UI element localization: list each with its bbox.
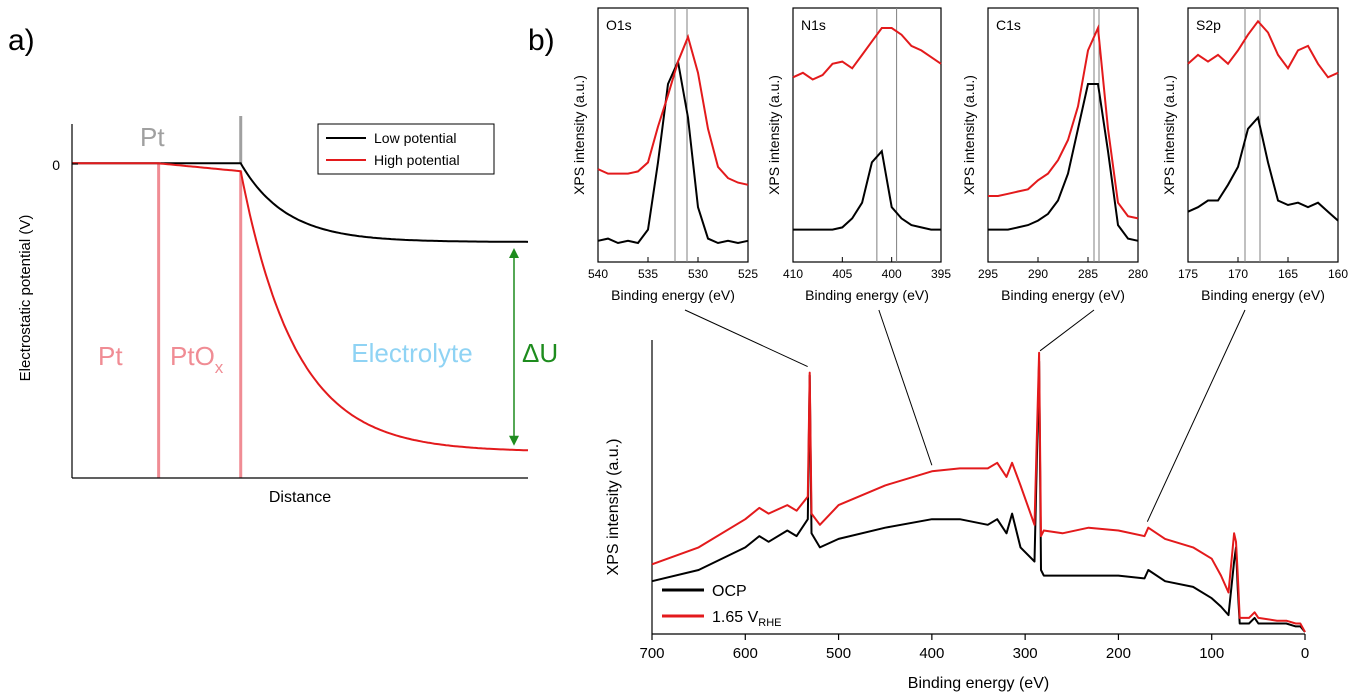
inset-x-axis-label: Binding energy (eV): [1201, 287, 1325, 303]
legend-ocp-label: OCP: [712, 583, 747, 600]
electrolyte-region-label: Electrolyte: [351, 338, 472, 368]
pt-surface-marker: [239, 116, 243, 164]
inset-series-high-potential: [792, 27, 942, 81]
delta-u-arrowhead-top: [509, 248, 519, 258]
survey-x-tick-label: 300: [1013, 645, 1038, 662]
inset-x-tick-label: 400: [882, 267, 902, 281]
survey-series-ocp: [651, 360, 1306, 633]
survey-x-tick-label: 100: [1199, 645, 1224, 662]
inset-y-axis-label: XPS intensity (a.u.): [766, 75, 782, 195]
pt-ptox-boundary: [157, 163, 161, 479]
legend-high-label: High potential: [374, 152, 460, 168]
ptox-region-label: PtOx: [170, 341, 224, 377]
inset-o1s: 540 535 530 525 O1s Binding energy (eV) XPS in…: [571, 7, 758, 303]
survey-x-tick-label: 500: [826, 645, 851, 662]
inset-x-tick-label: 285: [1078, 267, 1098, 281]
panel-a-y-axis-label: Electrostatic potential (V): [17, 215, 34, 382]
inset-series-high-potential: [1187, 19, 1339, 79]
survey-legend: OCP 1.65 VRHE: [662, 583, 782, 629]
legend-low-label: Low potential: [374, 130, 457, 146]
inset-x-axis-label: Binding energy (eV): [1001, 287, 1125, 303]
inset-n1s: 410 405 400 395 N1s Binding energy (eV) XPS in…: [766, 7, 951, 303]
survey-y-axis-label: XPS intensity (a.u.): [605, 439, 622, 576]
panel-a: a) Electrostatic potential (V) Distance …: [8, 24, 558, 506]
connector-line: [684, 309, 808, 368]
inset-c1s: 295 290 285 280 C1s Binding energy (eV) XPS in…: [961, 7, 1148, 303]
inset-x-tick-label: 165: [1278, 267, 1298, 281]
delta-u-arrow: [509, 248, 519, 446]
panel-b: b) 540 535 530 525 O1s Binding energy (eV) XPS…: [528, 7, 1348, 692]
inset-x-tick-label: 170: [1228, 267, 1248, 281]
inset-x-tick-label: 535: [638, 267, 658, 281]
inset-y-axis-label: XPS intensity (a.u.): [1161, 75, 1177, 195]
inset-x-tick-label: 530: [688, 267, 708, 281]
delta-u-arrowhead-bottom: [509, 435, 519, 446]
panel-a-legend: Low potential High potential: [317, 123, 495, 175]
connector-line: [1039, 309, 1095, 352]
panel-a-curves: [72, 162, 529, 452]
inset-series-high-potential: [988, 24, 1139, 220]
inset-x-tick-label: 295: [978, 267, 998, 281]
panel-b-label: b): [528, 24, 555, 57]
inset-title: O1s: [606, 17, 632, 33]
connector-lines: [684, 309, 1246, 522]
inset-x-axis-label: Binding energy (eV): [805, 287, 929, 303]
inset-frame: [1187, 7, 1339, 263]
inset-x-tick-label: 405: [832, 267, 852, 281]
inset-y-axis-label: XPS intensity (a.u.): [961, 75, 977, 195]
inset-title: S2p: [1196, 17, 1221, 33]
inset-frame: [597, 7, 749, 263]
inset-series-ocp: [988, 83, 1139, 242]
panel-a-layers: [157, 116, 243, 479]
survey-x-tick-label: 600: [733, 645, 758, 662]
high-potential-curve: [72, 162, 529, 452]
pt-region-label: Pt: [98, 341, 123, 371]
survey-x-tick-label: 400: [919, 645, 944, 662]
xps-insets: 540 535 530 525 O1s Binding energy (eV) XPS in…: [571, 7, 1348, 303]
inset-frame: [792, 7, 942, 263]
pt-top-label: Pt: [140, 122, 165, 152]
inset-x-tick-label: 175: [1178, 267, 1198, 281]
inset-x-axis-label: Binding energy (eV): [611, 287, 735, 303]
legend-high-potential-label: 1.65 VRHE: [712, 609, 782, 629]
inset-y-axis-label: XPS intensity (a.u.): [571, 75, 587, 195]
inset-s2p: 175 170 165 160 S2p Binding energy (eV) XPS in…: [1161, 7, 1348, 303]
inset-title: N1s: [801, 17, 826, 33]
connector-line: [878, 309, 933, 466]
survey-x-tick-label: 200: [1106, 645, 1131, 662]
inset-x-tick-label: 160: [1328, 267, 1348, 281]
low-potential-curve: [72, 162, 529, 243]
inset-x-tick-label: 280: [1128, 267, 1148, 281]
panel-a-x-axis-label: Distance: [269, 489, 331, 506]
panel-a-label: a): [8, 24, 35, 57]
delta-u-label: ΔU: [522, 338, 558, 368]
survey-series-high-potential: [651, 351, 1306, 633]
inset-series-high-potential: [597, 33, 749, 186]
inset-series-ocp: [793, 148, 941, 231]
inset-x-tick-label: 525: [738, 267, 758, 281]
survey-x-tick-label: 0: [1301, 645, 1309, 662]
survey-x-tick-label: 700: [639, 645, 664, 662]
survey-x-axis-label: Binding energy (eV): [908, 675, 1049, 692]
inset-frame: [987, 7, 1139, 263]
inset-x-tick-label: 395: [931, 267, 951, 281]
connector-line: [1146, 309, 1246, 522]
inset-series-ocp: [1187, 115, 1339, 222]
ptox-electrolyte-boundary: [239, 171, 243, 478]
inset-title: C1s: [996, 17, 1021, 33]
panel-a-y-tick-zero: 0: [52, 157, 60, 173]
xps-survey: 700 600 500 400 300 200 100 0 Binding energy (eV…: [605, 340, 1309, 692]
inset-x-tick-label: 290: [1028, 267, 1048, 281]
inset-series-ocp: [597, 58, 749, 245]
inset-x-tick-label: 410: [783, 267, 803, 281]
panel-a-legend-box: [317, 123, 495, 175]
inset-x-tick-label: 540: [588, 267, 608, 281]
